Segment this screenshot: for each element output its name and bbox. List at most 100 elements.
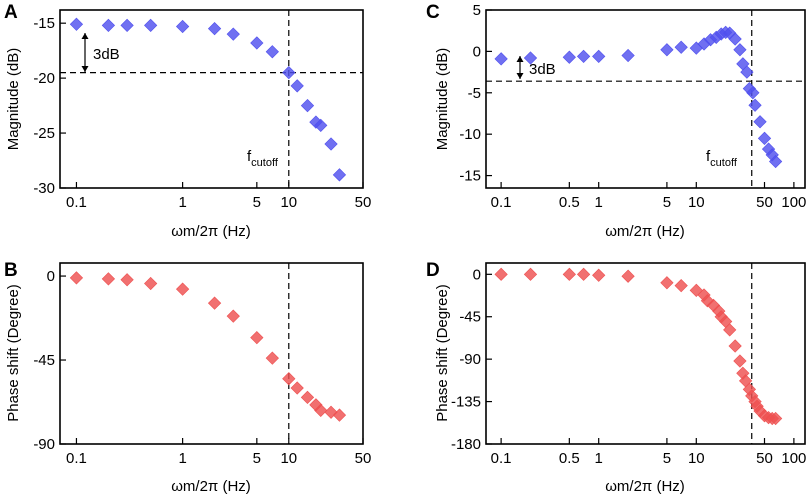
y-tick-label: -90 [33,436,55,453]
y-tick-label: 5 [473,2,481,19]
data-point [265,45,279,59]
y-tick-label: -10 [459,126,481,143]
arrowhead-up [81,33,89,39]
data-point [494,52,508,66]
plot-frame [485,262,806,445]
data-point [674,279,688,293]
data-point [753,115,767,129]
arrowhead-down [516,73,524,79]
data-point [226,309,240,323]
data-point [733,43,747,57]
data-point [175,19,190,34]
x-tick-label: 0.5 [559,194,580,211]
data-point [290,381,304,395]
data-point [282,66,296,80]
x-tick-label: 100 [781,450,806,467]
y-axis-label: Phase shift (Degree) [5,284,22,422]
x-tick-label: 5 [663,194,671,211]
cutoff-main: f [247,148,252,165]
axis-ticks: 0.1 1 5 10 50 0 -45 -90 [33,268,371,467]
data-point [523,267,538,281]
panel-b-phase: B 0.1 1 5 10 50 0 -45 -90 ωm/2π (Hz) Phase shif… [4,260,371,495]
x-tick-label: 10 [688,450,705,467]
data-point [332,168,347,182]
y-tick-label: 0 [47,268,55,285]
arrowhead-up [516,56,524,62]
y-tick-label: -180 [451,436,481,453]
y-tick-label: 0 [473,43,481,60]
data-point [69,271,84,285]
data-point [733,354,747,368]
data-point [768,154,783,169]
axis-ticks: 0.1 0.5 1 5 10 50 100 0 -45 -90 -135 -180 [451,266,806,467]
data-point [226,27,240,41]
drop-label: 3dB [93,46,120,63]
data-point [250,36,264,50]
data-point [592,49,606,63]
x-tick-label: 50 [355,194,372,211]
drop-label: 3dB [529,61,556,78]
panel-letter-a: A [4,2,18,23]
x-tick-label: 50 [756,450,773,467]
cutoff-sub: cutoff [251,157,279,169]
data-point [748,98,762,112]
x-tick-label: 0.1 [491,450,512,467]
x-tick-label: 0.1 [66,450,87,467]
data-point [562,267,576,281]
data-point [314,118,328,132]
data-point [282,372,296,386]
y-tick-label: 0 [473,266,481,283]
reference-lines [486,10,805,188]
y-tick-label: -15 [459,168,481,185]
x-tick-label: 50 [756,194,773,211]
annotations: 3dB fcutoff [81,33,279,169]
data-point [674,40,688,54]
data-point [660,43,674,57]
data-point [250,331,264,345]
panel-a-magnitude: A 0.1 1 5 10 50 -15 -20 -25 -30 3dB fcutoff ωm/2… [4,2,371,240]
plot-frame [59,9,364,189]
x-axis-label: ωm/2π (Hz) [605,478,685,495]
x-tick-label: 10 [688,194,705,211]
x-tick-label: 10 [280,450,297,467]
data-point [332,408,347,422]
arrowhead-down [81,66,89,72]
x-tick-label: 0.1 [491,194,512,211]
data-points [494,267,783,426]
data-point [69,17,84,31]
plot-frame [485,9,806,189]
x-tick-label: 1 [595,450,603,467]
data-point [207,22,222,36]
y-axis-label: Phase shift (Degree) [434,284,451,422]
data-point [290,79,304,93]
panel-letter-d: D [426,260,440,281]
y-tick-label: -15 [33,15,55,32]
y-tick-label: -135 [451,394,481,411]
x-tick-label: 1 [178,194,186,211]
data-point [300,390,315,404]
plot-frame [59,262,364,445]
data-point [314,403,328,418]
data-point [300,98,315,113]
data-point [592,268,606,282]
cutoff-sub: cutoff [710,157,738,169]
x-tick-label: 1 [595,194,603,211]
x-axis-label: ωm/2π (Hz) [171,478,251,495]
x-tick-label: 0.5 [559,450,580,467]
data-point [324,137,338,151]
data-point [757,131,772,145]
panel-d-phase: D 0.1 0.5 1 5 10 50 100 0 -45 -90 -135 -180 ωm/2π (… [426,260,806,495]
data-point [144,276,158,291]
data-point [175,282,190,296]
data-point [120,18,134,33]
data-point [120,273,134,287]
x-tick-label: 5 [663,450,671,467]
y-tick-label: -45 [459,309,481,326]
y-tick-label: -20 [33,70,55,87]
axis-ticks: 0.1 1 5 10 50 -15 -20 -25 -30 [33,15,371,211]
data-point [689,283,703,297]
y-tick-label: -25 [33,125,55,142]
data-point [562,50,576,64]
